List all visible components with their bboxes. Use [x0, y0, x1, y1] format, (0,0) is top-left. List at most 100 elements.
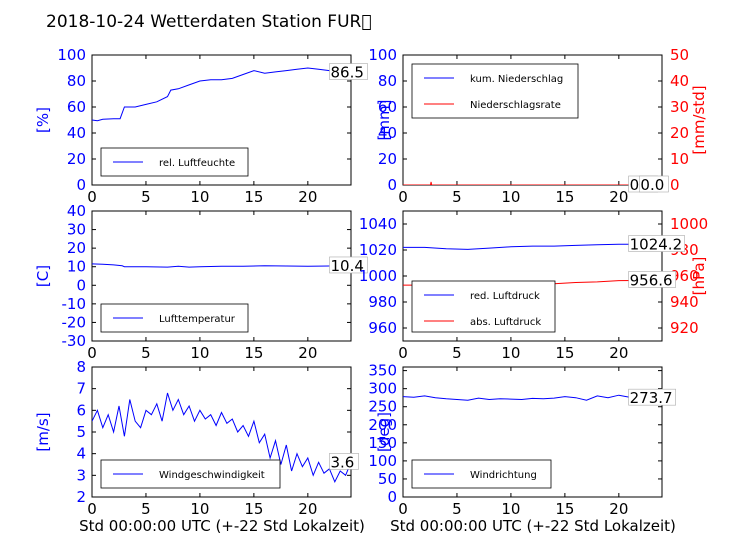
- y-tick-label: 0: [76, 276, 86, 294]
- figure-title: 2018-10-24 Wetterdaten Station FUR : [46, 12, 372, 32]
- x-tick-label: 5: [452, 188, 462, 206]
- y2-tick-label: 10: [670, 150, 689, 168]
- y-tick-label: -30: [62, 332, 87, 350]
- x-tick-label: 15: [244, 188, 263, 206]
- value-annotation: 1024.2: [630, 236, 683, 254]
- y-tick-label: 7: [76, 380, 86, 398]
- y-tick-label: 100: [368, 452, 397, 470]
- y-tick-label: 350: [368, 362, 397, 380]
- x-tick-label: 15: [555, 500, 574, 518]
- y-axis-label: [deg]: [375, 412, 393, 452]
- x-tick-label: 5: [141, 344, 151, 362]
- y-tick-label: 50: [378, 470, 397, 488]
- x-tick-label: 20: [298, 188, 317, 206]
- value-annotation-box: [329, 256, 368, 274]
- legend-label: red. Luftdruck: [470, 291, 540, 302]
- x-tick-label: 5: [452, 500, 462, 518]
- legend-label: kum. Niederschlag: [470, 74, 563, 85]
- y-tick-label: 6: [76, 401, 86, 419]
- x-tick-label: 20: [298, 500, 317, 518]
- legend-label: abs. Luftdruck: [470, 317, 541, 328]
- panel-3: 0510152096098010001020104092094096098010…: [359, 210, 708, 362]
- y-tick-label: 30: [67, 221, 86, 239]
- x-tick-label: 5: [141, 500, 151, 518]
- value-annotation-box: [628, 235, 685, 252]
- y-axis-label: [%]: [34, 107, 52, 133]
- x-axis-label-right: Std 00:00:00 UTC (+-22 Std Lokalzeit): [390, 517, 676, 535]
- series-line-0: [403, 394, 662, 401]
- y-tick-label: 3: [76, 466, 86, 484]
- value-annotation: 3.6: [330, 453, 354, 471]
- x-tick-label: 20: [609, 500, 628, 518]
- y-tick-label: 1040: [359, 215, 397, 233]
- x-tick-label: 10: [501, 188, 520, 206]
- x-tick-label: 20: [298, 344, 317, 362]
- x-tick-label: 0: [398, 188, 408, 206]
- y2-tick-label: 40: [670, 72, 689, 90]
- x-tick-label: 5: [452, 344, 462, 362]
- y-tick-label: 300: [368, 380, 397, 398]
- panel-4: 0 5 10 15 20 2 3 4 5 6 7 8 [m/s] 3.6 Windgeschwindigke…: [34, 358, 359, 518]
- y-tick-label: -10: [62, 295, 87, 313]
- series-line-0: [92, 392, 351, 484]
- y-axis-label: [mm]: [375, 100, 393, 141]
- x-tick-label: 0: [87, 500, 97, 518]
- y-tick-label: 200: [368, 416, 397, 434]
- series-line-0: [92, 67, 351, 122]
- legend-box: [411, 280, 556, 333]
- x-tick-label: 15: [555, 188, 574, 206]
- series-line-1: [403, 181, 662, 185]
- x-tick-label: 10: [190, 500, 209, 518]
- plot-frame: [402, 366, 663, 498]
- y-axis-label: [m/s]: [34, 412, 52, 451]
- y-tick-label: 150: [368, 434, 397, 452]
- panel-1: 0 5 10 15 20 0 20 40 60 80 100 0 10 20 30 40 50 [mm] [mm/s…: [368, 46, 708, 206]
- x-tick-label: 5: [141, 188, 151, 206]
- y-tick-label: 60: [67, 98, 86, 116]
- x-tick-label: 0: [398, 500, 408, 518]
- y2-tick-label: 960: [670, 267, 699, 285]
- legend-label: rel. Luftfeuchte: [159, 158, 235, 169]
- series-line-0: [403, 243, 662, 250]
- y2-axis-label: [hPa]: [690, 257, 708, 296]
- legend-label: Windgeschwindigkeit: [159, 470, 265, 481]
- y-tick-label: 80: [378, 72, 397, 90]
- y2-tick-label: 920: [670, 319, 699, 337]
- y-tick-label: 0: [76, 176, 86, 194]
- y-tick-label: 100: [368, 46, 397, 64]
- value-annotation: 86.5: [330, 64, 363, 82]
- panel-5: 0 5 10 15 20050100150200250300350[deg]273.7W…: [368, 362, 676, 518]
- x-tick-label: 10: [190, 188, 209, 206]
- y-tick-label: 10: [67, 258, 86, 276]
- panel-0: 0 5 10 15 20 0 20 40 60 80 100 [%] 86.5 rel. Luftfeuc…: [34, 46, 368, 206]
- x-tick-label: 0: [398, 344, 408, 362]
- series-line-0: [92, 263, 351, 268]
- x-tick-label: 10: [501, 344, 520, 362]
- value-annotation: 0.0: [640, 176, 664, 194]
- x-tick-label: 15: [244, 500, 263, 518]
- value-annotation: 273.7: [630, 389, 673, 407]
- legend-box: [411, 63, 579, 119]
- x-tick-label: 10: [190, 344, 209, 362]
- x-tick-label: 20: [609, 188, 628, 206]
- y-tick-label: 8: [76, 358, 86, 376]
- y2-tick-label: 1000: [670, 215, 708, 233]
- x-tick-label: 15: [244, 344, 263, 362]
- plot-frame: [91, 210, 352, 342]
- y-tick-label: 1000: [359, 267, 397, 285]
- y-tick-label: 1020: [359, 241, 397, 259]
- y-tick-label: 4: [76, 445, 86, 463]
- y2-tick-label: 30: [670, 98, 689, 116]
- legend-label: Lufttemperatur: [159, 314, 236, 325]
- y-tick-label: 20: [67, 239, 86, 257]
- y-tick-label: 250: [368, 398, 397, 416]
- y-tick-label: 2: [76, 488, 86, 506]
- y-tick-label: 40: [378, 124, 397, 142]
- y-tick-label: 0: [387, 488, 397, 506]
- y-tick-label: 20: [67, 150, 86, 168]
- y-tick-label: 0: [387, 176, 397, 194]
- x-tick-label: 0: [87, 188, 97, 206]
- value-annotation-box: [329, 453, 359, 470]
